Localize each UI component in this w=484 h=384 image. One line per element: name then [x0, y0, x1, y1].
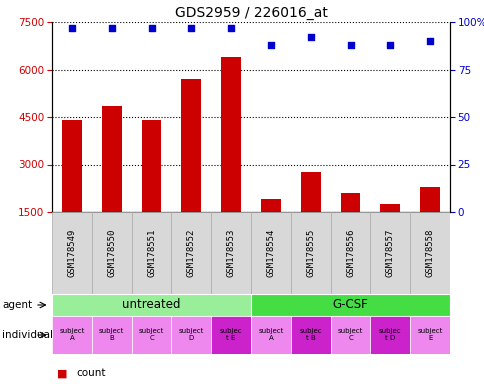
Bar	[419, 187, 439, 212]
Title: GDS2959 / 226016_at: GDS2959 / 226016_at	[174, 6, 327, 20]
Bar	[221, 57, 241, 212]
Text: GSM178557: GSM178557	[385, 229, 394, 277]
Text: ■: ■	[57, 368, 67, 378]
Bar	[52, 316, 91, 354]
Point	[386, 42, 393, 48]
Bar	[211, 316, 251, 354]
Text: G-CSF: G-CSF	[332, 298, 368, 311]
Bar	[409, 212, 449, 294]
Text: subject
C: subject C	[138, 328, 164, 341]
Bar	[91, 212, 131, 294]
Bar	[330, 316, 370, 354]
Text: subject
A: subject A	[257, 328, 283, 341]
Bar	[370, 316, 409, 354]
Point	[147, 25, 155, 31]
Bar	[62, 120, 82, 212]
Bar	[131, 316, 171, 354]
Point	[227, 25, 234, 31]
Bar	[409, 316, 449, 354]
Text: GSM178555: GSM178555	[305, 229, 315, 277]
Bar	[52, 294, 251, 316]
Bar	[131, 212, 171, 294]
Bar	[340, 193, 360, 212]
Text: GSM178551: GSM178551	[147, 229, 156, 277]
Text: count: count	[76, 368, 106, 378]
Text: agent: agent	[2, 300, 32, 310]
Bar	[211, 212, 251, 294]
Text: GSM178556: GSM178556	[345, 229, 354, 277]
Bar	[181, 79, 201, 212]
Bar	[251, 316, 290, 354]
Point	[68, 25, 76, 31]
Text: subjec
t B: subjec t B	[299, 328, 321, 341]
Point	[425, 38, 433, 44]
Bar	[91, 316, 131, 354]
Bar	[141, 120, 161, 212]
Point	[267, 42, 274, 48]
Bar	[330, 212, 370, 294]
Text: GSM178550: GSM178550	[107, 229, 116, 277]
Text: individual: individual	[2, 330, 53, 340]
Bar	[52, 212, 91, 294]
Text: subjec
t D: subjec t D	[378, 328, 401, 341]
Point	[187, 25, 195, 31]
Text: subject
D: subject D	[178, 328, 204, 341]
Bar	[251, 212, 290, 294]
Text: subjec
t E: subjec t E	[219, 328, 242, 341]
Text: GSM178558: GSM178558	[425, 229, 434, 277]
Text: untreated: untreated	[122, 298, 181, 311]
Bar	[370, 212, 409, 294]
Point	[107, 25, 115, 31]
Text: GSM178549: GSM178549	[67, 229, 76, 277]
Text: subject
E: subject E	[417, 328, 442, 341]
Bar	[300, 172, 320, 212]
Bar	[260, 199, 280, 212]
Bar	[290, 316, 330, 354]
Text: GSM178553: GSM178553	[226, 229, 235, 277]
Bar	[171, 316, 211, 354]
Point	[306, 34, 314, 40]
Bar	[102, 106, 121, 212]
Point	[346, 42, 354, 48]
Bar	[171, 212, 211, 294]
Text: GSM178554: GSM178554	[266, 229, 275, 277]
Bar	[379, 204, 399, 212]
Text: GSM178552: GSM178552	[186, 229, 196, 277]
Bar	[251, 294, 449, 316]
Text: subject
B: subject B	[99, 328, 124, 341]
Bar	[290, 212, 330, 294]
Text: subject
C: subject C	[337, 328, 363, 341]
Text: subject
A: subject A	[59, 328, 84, 341]
